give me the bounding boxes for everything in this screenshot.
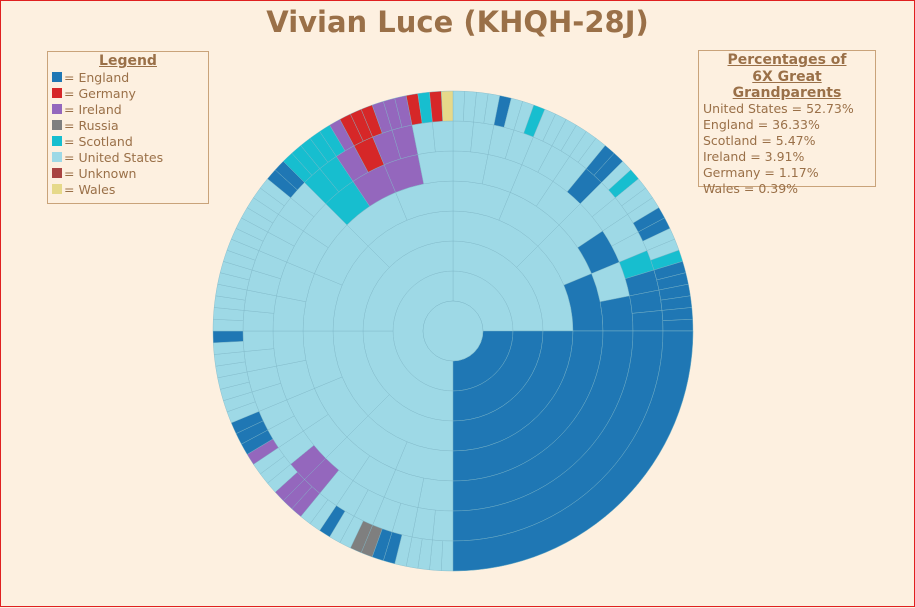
percentage-row: United States = 52.73%: [703, 101, 854, 116]
legend-label: = Wales: [64, 181, 116, 197]
ancestor-segment: [432, 120, 454, 153]
legend-swatch: [52, 72, 62, 82]
legend-swatch: [52, 168, 62, 178]
legend-label: = Germany: [64, 85, 136, 101]
percentage-row: Ireland = 3.91%: [703, 149, 805, 164]
legend-item: = Unknown: [48, 165, 208, 181]
ancestor-segment: [272, 295, 307, 332]
legend-swatch: [52, 152, 62, 162]
legend-label: = England: [64, 69, 130, 85]
legend-title: Legend: [99, 53, 157, 69]
percentages-box: Percentages of 6X Great Grandparents Uni…: [698, 50, 876, 196]
root-person-center: [422, 300, 484, 362]
ancestor-segment: [212, 319, 244, 332]
ancestor-segment-england: [452, 330, 694, 572]
ancestor-segment: [212, 330, 244, 343]
chart-title: Vivian Luce (KHQH-28J): [266, 5, 649, 39]
percentages-title-line2: 6X Great Grandparents: [732, 69, 842, 101]
percentage-row: England = 36.33%: [703, 117, 820, 132]
legend-swatch: [52, 104, 62, 114]
legend-item: = Scotland: [48, 133, 208, 149]
ancestor-segment: [441, 540, 454, 572]
ancestor-segment: [441, 90, 454, 122]
legend-label: = Scotland: [64, 133, 133, 149]
percentages-title-line1: Percentages of: [727, 52, 847, 68]
percentage-row: Scotland = 5.47%: [703, 133, 816, 148]
legend-item: = Germany: [48, 85, 208, 101]
ancestor-segment: [272, 330, 307, 367]
legend-swatch: [52, 120, 62, 130]
ancestor-segment: [662, 319, 694, 332]
ancestor-segment: [417, 477, 454, 512]
ancestor-segment: [452, 90, 465, 122]
ancestor-segment: [417, 150, 454, 185]
legend-swatch: [52, 136, 62, 146]
ancestor-segment: [631, 310, 664, 332]
ancestor-segment: [242, 330, 275, 352]
legend-swatch: [52, 88, 62, 98]
ancestor-segment: [452, 150, 489, 185]
ancestor-segment: [452, 120, 474, 153]
legend-item: = Ireland: [48, 101, 208, 117]
legend-box: Legend = England = Germany = Ireland = Russ…: [47, 51, 209, 204]
ancestor-segment: [599, 295, 634, 332]
legend-label: = Unknown: [64, 165, 137, 181]
legend-label: = Russia: [64, 117, 119, 133]
legend-swatch: [52, 184, 62, 194]
legend-item: = England: [48, 69, 208, 85]
ancestor-segment: [242, 310, 275, 332]
percentage-row: Germany = 1.17%: [703, 165, 819, 180]
legend-label: = Ireland: [64, 101, 122, 117]
percentage-row: Wales = 0.39%: [703, 181, 799, 196]
legend-label: = United States: [64, 149, 164, 165]
legend-item: = Russia: [48, 117, 208, 133]
ancestor-segment: [432, 509, 454, 542]
legend-item: = Wales: [48, 181, 208, 197]
legend-item: = United States: [48, 149, 208, 165]
